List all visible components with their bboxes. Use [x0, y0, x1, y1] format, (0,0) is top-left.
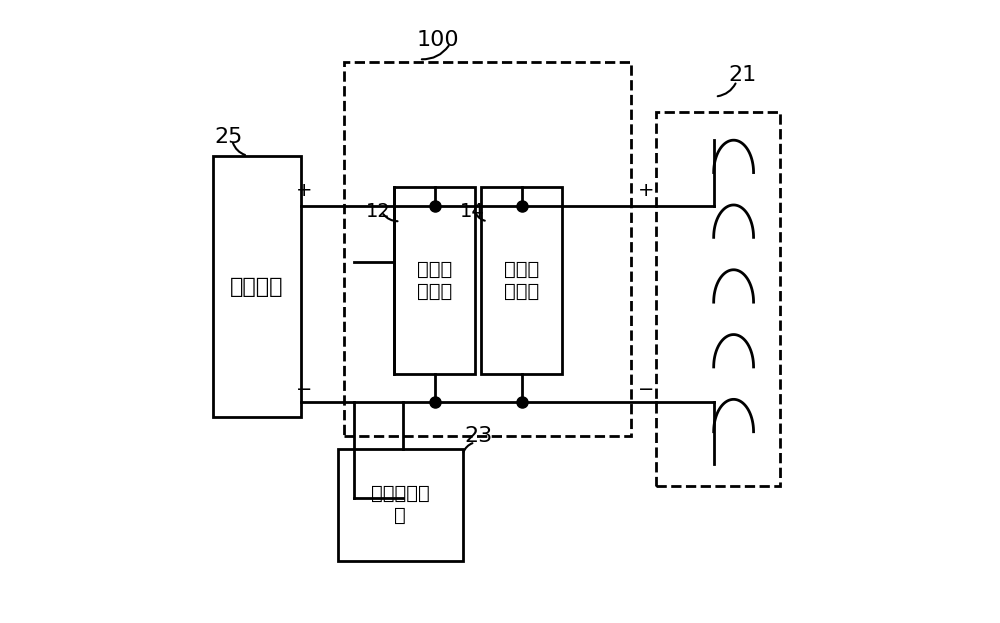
- Text: 25: 25: [215, 127, 243, 147]
- FancyBboxPatch shape: [481, 187, 562, 374]
- FancyBboxPatch shape: [213, 156, 301, 417]
- FancyBboxPatch shape: [394, 187, 475, 374]
- Text: 第一续
流模组: 第一续 流模组: [417, 260, 452, 301]
- Text: 100: 100: [416, 31, 459, 50]
- Text: 14: 14: [460, 202, 484, 221]
- Text: +: +: [638, 181, 655, 199]
- Text: −: −: [296, 380, 312, 399]
- Text: 抑闸控制设
备: 抑闸控制设 备: [371, 484, 430, 525]
- Text: −: −: [638, 380, 655, 399]
- Text: 23: 23: [464, 426, 492, 446]
- Text: +: +: [296, 181, 312, 199]
- Text: 12: 12: [366, 202, 391, 221]
- Text: 抑闸电源: 抑闸电源: [230, 277, 284, 297]
- Text: 第二续
流模组: 第二续 流模组: [504, 260, 539, 301]
- FancyBboxPatch shape: [338, 449, 463, 561]
- Text: 21: 21: [729, 65, 757, 85]
